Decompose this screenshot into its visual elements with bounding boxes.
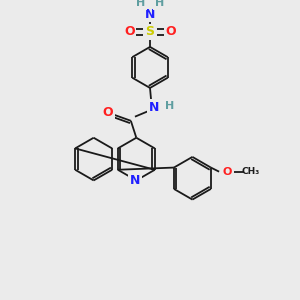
Text: S: S [146, 26, 154, 38]
Text: H: H [155, 0, 164, 8]
Text: O: O [165, 26, 176, 38]
Text: O: O [223, 167, 232, 177]
Text: N: N [130, 174, 140, 187]
Text: N: N [145, 8, 155, 21]
Text: O: O [102, 106, 113, 119]
Text: O: O [124, 26, 135, 38]
Text: CH₃: CH₃ [242, 167, 260, 176]
Text: N: N [149, 100, 159, 114]
Text: H: H [164, 101, 174, 111]
Text: H: H [136, 0, 145, 8]
